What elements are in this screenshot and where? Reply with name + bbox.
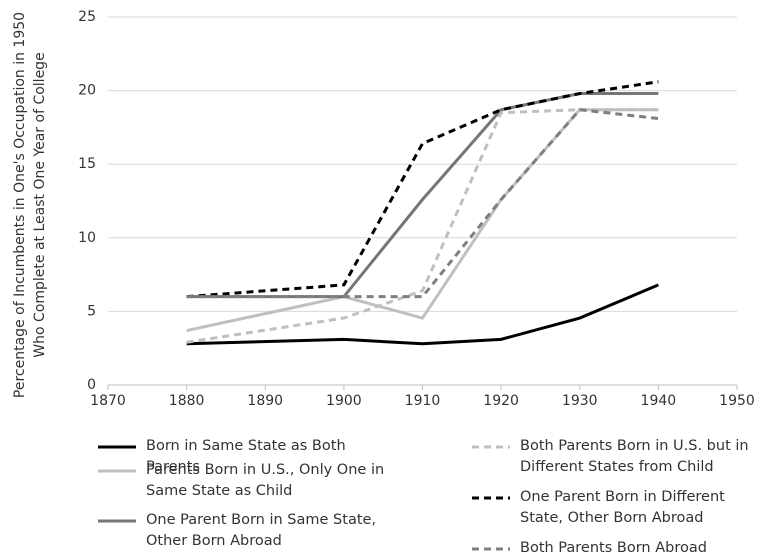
legend-swatch <box>472 547 510 551</box>
legend-item: Parents Born in U.S., Only One in Same S… <box>96 460 386 502</box>
x-tick-label: 1890 <box>247 393 283 409</box>
legend-swatch <box>98 469 136 473</box>
legend-swatch <box>472 445 510 449</box>
x-tick-label: 1870 <box>90 393 126 409</box>
x-tick-label: 1910 <box>405 393 441 409</box>
legend-item: Born in Same State as Both Parents <box>96 436 386 478</box>
legend-item: Both Parents Born Abroad <box>470 538 760 556</box>
line-series <box>186 92 659 299</box>
legend-label: Born in Same State as Both Parents <box>146 438 346 475</box>
legend-label: One Parent Born in Different State, Othe… <box>520 489 725 526</box>
line-series <box>186 283 659 346</box>
legend-swatch <box>98 519 136 523</box>
x-tick-label: 1920 <box>483 393 519 409</box>
line-series <box>186 80 659 299</box>
legend-item: Both Parents Born in U.S. but in Differe… <box>470 436 760 478</box>
legend-item: One Parent Born in Same State, Other Bor… <box>96 510 386 552</box>
legend-item: One Parent Born in Different State, Othe… <box>470 487 760 529</box>
x-tick-label: 1900 <box>326 393 362 409</box>
y-tick-label: 0 <box>87 377 96 393</box>
chart: Percentage of Incumbents in One's Occupa… <box>12 9 755 409</box>
y-tick-label: 15 <box>78 156 96 172</box>
x-tick-label: 1880 <box>169 393 205 409</box>
y-axis-label: Percentage of Incumbents in One's Occupa… <box>12 12 28 398</box>
y-axis-label: Who Complete at Least One Year of Colleg… <box>32 52 48 357</box>
x-tick-label: 1930 <box>562 393 598 409</box>
y-tick-label: 5 <box>87 303 96 319</box>
y-tick-label: 25 <box>78 9 96 25</box>
legend-swatch <box>98 445 136 449</box>
line-series <box>186 108 659 299</box>
y-tick-label: 10 <box>78 230 96 246</box>
legend-label: Both Parents Born Abroad <box>520 540 707 556</box>
x-tick-label: 1940 <box>641 393 677 409</box>
legend-swatch <box>472 496 510 500</box>
y-tick-label: 20 <box>78 83 96 99</box>
legend-label: Both Parents Born in U.S. but in Differe… <box>520 438 749 475</box>
legend-label: Parents Born in U.S., Only One in Same S… <box>146 462 385 499</box>
legend-label: One Parent Born in Same State, Other Bor… <box>146 512 377 549</box>
x-tick-label: 1950 <box>719 393 755 409</box>
